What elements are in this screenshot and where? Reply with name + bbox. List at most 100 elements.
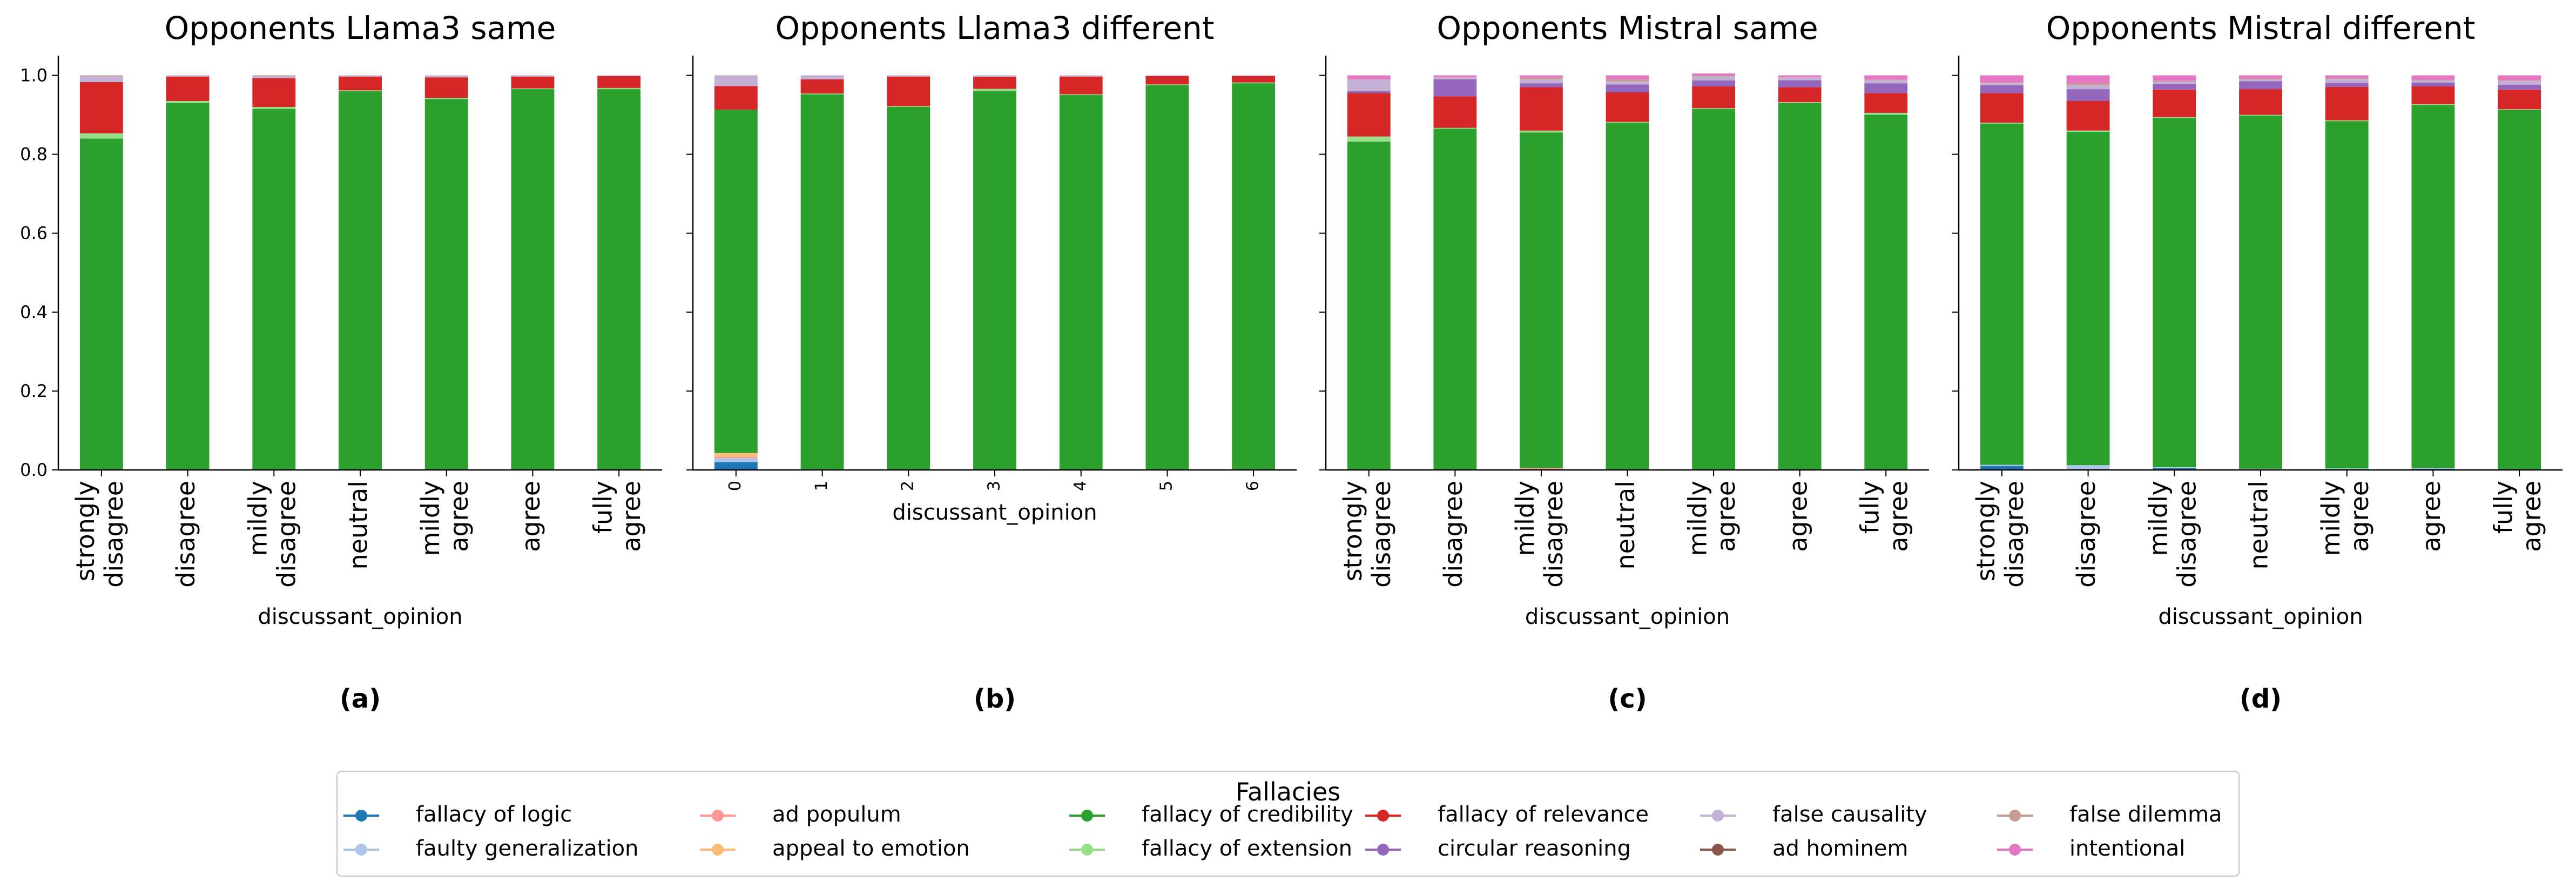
bar-segment-3-2-4 — [2153, 118, 2196, 467]
bar-segment-3-1-10 — [2066, 83, 2110, 85]
x-tick-label: disagree — [171, 481, 200, 588]
bar-segment-3-6-11 — [2498, 75, 2541, 80]
bar-segment-3-1-8 — [2066, 85, 2110, 90]
bar-segment-3-5-8 — [2411, 80, 2455, 83]
x-tick-label: stronglydisagree — [1971, 481, 2029, 588]
bar-segment-2-0-7 — [1347, 91, 1391, 93]
panel-caption: (d) — [2240, 684, 2282, 714]
x-tick-label: stronglydisagree — [1338, 481, 1396, 588]
bar-segment-1-3-6 — [973, 77, 1016, 89]
legend-item: fallacy of relevance — [1365, 802, 1649, 827]
bar-segment-0-1-8 — [166, 75, 210, 77]
legend-marker-icon — [2009, 810, 2021, 822]
bar-segment-0-6-6 — [597, 76, 641, 88]
bar-segment-3-0-6 — [1980, 93, 2024, 123]
bar-segment-3-2-10 — [2153, 80, 2196, 82]
bar-segment-3-2-11 — [2153, 75, 2196, 81]
legend-label: ad hominem — [1772, 836, 1908, 861]
bar-segment-3-4-1 — [2325, 468, 2369, 469]
x-tick-label: disagree — [2072, 481, 2101, 588]
bar-segment-2-3-11 — [1606, 75, 1649, 79]
y-tick-label: 0.8 — [20, 144, 48, 165]
panel-1: 0 1 2 3 4 5 6 Opponents Llama3 different discuss… — [686, 10, 1297, 714]
bar-segment-3-0-8 — [1980, 83, 2024, 85]
bar-segment-3-2-8 — [2153, 82, 2196, 84]
y-tick-label: 0.6 — [20, 223, 48, 244]
bar-segment-3-4-7 — [2325, 83, 2369, 87]
bar-segment-3-3-10 — [2239, 78, 2282, 79]
bar-segment-3-0-4 — [1980, 123, 2024, 465]
chart-panels: stronglydisagree disagree mildlydisagree ne… — [20, 10, 2562, 714]
bar-segment-2-3-7 — [1606, 84, 1649, 92]
bar-segment-3-5-6 — [2411, 86, 2455, 104]
bar-segment-3-1-7 — [2066, 89, 2110, 101]
bar-segment-2-2-5 — [1520, 130, 1563, 133]
legend-marker-icon — [1712, 844, 1724, 856]
bar-segment-0-4-6 — [424, 77, 468, 98]
x-tick-label: mildlydisagree — [2143, 481, 2201, 588]
bar-segment-3-1-5 — [2066, 130, 2110, 132]
legend-label: fallacy of logic — [416, 802, 572, 827]
bar-segment-2-2-11 — [1520, 75, 1563, 78]
panel-0: stronglydisagree disagree mildlydisagree ne… — [20, 10, 662, 714]
bar-segment-3-3-4 — [2239, 116, 2282, 469]
bar-segment-2-1-7 — [1433, 79, 1477, 97]
legend-label: false dilemma — [2069, 802, 2222, 827]
bar-segment-1-0-2 — [714, 456, 758, 459]
bar-segment-2-0-8 — [1347, 79, 1391, 91]
panel-caption: (c) — [1608, 684, 1647, 714]
bar-segment-2-4-8 — [1692, 76, 1735, 81]
bar-segment-2-3-8 — [1606, 81, 1649, 85]
bar-segment-3-4-4 — [2325, 121, 2369, 469]
bar-segment-2-2-6 — [1520, 87, 1563, 131]
bar-segment-2-1-11 — [1433, 75, 1477, 78]
y-tick-label: 0.0 — [20, 460, 48, 480]
bar-segment-0-1-4 — [166, 103, 210, 470]
bar-segment-1-5-5 — [1145, 84, 1189, 85]
legend-marker-icon — [2009, 844, 2021, 856]
x-tick-label: 3 — [984, 481, 1003, 491]
bar-segment-3-0-0 — [1980, 466, 2024, 470]
x-axis-label: discussant_opinion — [2158, 604, 2363, 629]
x-tick-label: neutral — [344, 481, 373, 570]
bar-segment-0-0-8 — [79, 76, 123, 82]
bar-segment-3-5-11 — [2411, 75, 2455, 80]
bar-segment-2-6-10 — [1864, 79, 1908, 80]
bar-segment-1-4-6 — [1059, 76, 1103, 95]
bar-segment-2-1-6 — [1433, 96, 1477, 128]
bar-segment-0-2-4 — [252, 109, 296, 470]
y-tick-label: 0.2 — [20, 381, 48, 401]
bar-segment-3-2-0 — [2153, 468, 2196, 470]
x-tick-label: mildlyagree — [416, 481, 474, 556]
legend-item: false causality — [1700, 802, 1927, 827]
bar-segment-2-2-4 — [1520, 132, 1563, 468]
x-axis-label: discussant_opinion — [892, 500, 1097, 525]
bar-segment-2-4-6 — [1692, 86, 1735, 109]
legend-label: fallacy of credibility — [1142, 802, 1353, 827]
bar-segment-1-4-8 — [1059, 75, 1103, 77]
bar-segment-3-4-8 — [2325, 79, 2369, 83]
legend-item: ad populum — [700, 802, 901, 827]
x-tick-label: stronglydisagree — [71, 481, 129, 588]
bar-segment-1-3-8 — [973, 75, 1016, 77]
bar-segment-2-3-5 — [1606, 122, 1649, 123]
bar-segment-2-0-11 — [1347, 75, 1391, 79]
bar-segment-0-5-4 — [511, 89, 555, 470]
bar-segment-0-2-8 — [252, 76, 296, 78]
bar-segment-2-3-6 — [1606, 92, 1649, 122]
bar-segment-2-1-5 — [1433, 127, 1477, 129]
bar-segment-1-2-4 — [887, 106, 930, 470]
bar-segment-2-4-11 — [1692, 73, 1735, 76]
bar-segment-2-4-10 — [1692, 75, 1735, 77]
bar-segment-1-1-6 — [800, 79, 844, 94]
legend-marker-icon — [1377, 844, 1389, 856]
bar-segment-0-2-6 — [252, 78, 296, 107]
bar-segment-0-4-4 — [424, 99, 468, 470]
legend-label: false causality — [1772, 802, 1927, 827]
x-tick-label: mildlydisagree — [1510, 481, 1568, 588]
bar-segment-3-2-6 — [2153, 89, 2196, 117]
bar-segment-1-2-8 — [887, 75, 930, 77]
panel-2: stronglydisagree disagree mildlydisagree ne… — [1319, 10, 1929, 714]
bar-segment-1-5-4 — [1145, 85, 1189, 470]
x-tick-label: agree — [516, 481, 545, 552]
